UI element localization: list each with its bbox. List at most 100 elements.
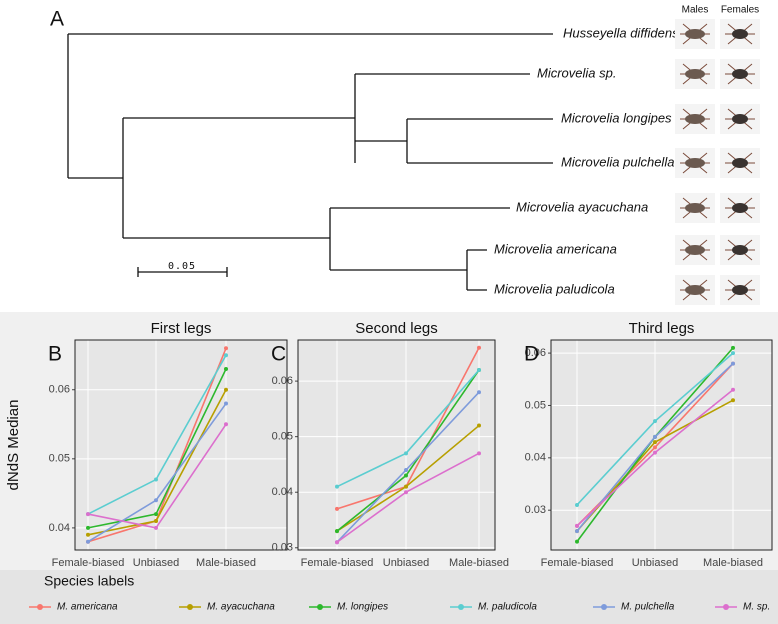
- y-tick-label: 0.05: [525, 399, 546, 411]
- data-point: [154, 477, 158, 482]
- insect-photo: [720, 193, 760, 223]
- insect-body: [685, 245, 705, 255]
- panel-label: A: [50, 8, 64, 31]
- insect-body: [732, 245, 748, 255]
- data-point: [731, 387, 735, 392]
- insect-body: [732, 114, 748, 124]
- plot-area: [75, 340, 287, 550]
- plot-border: [74, 339, 288, 551]
- insect-photo: [675, 19, 715, 49]
- taxon-label: Microvelia longipes: [561, 110, 672, 125]
- data-point: [404, 473, 408, 478]
- legend-key-dot: [187, 604, 193, 610]
- legend-label: M. pulchella: [621, 602, 675, 613]
- data-point: [335, 529, 339, 534]
- chart-title: First legs: [151, 320, 212, 337]
- tree: [67, 33, 553, 291]
- legend-label: M. sp.: [743, 602, 770, 613]
- data-point: [477, 390, 481, 395]
- data-point: [653, 445, 657, 450]
- x-tick-label: Unbiased: [133, 557, 179, 569]
- data-point: [224, 401, 228, 406]
- data-point: [575, 529, 579, 534]
- insect-body: [732, 203, 748, 213]
- y-tick-label: 0.05: [272, 431, 293, 443]
- insect-photo: [720, 104, 760, 134]
- legend-label: M. ayacuchana: [207, 602, 275, 613]
- taxon-label: Microvelia pulchella: [561, 154, 674, 169]
- x-tick-label: Unbiased: [383, 557, 429, 569]
- data-point: [575, 502, 579, 507]
- data-point: [224, 367, 228, 372]
- x-tick-label: Female-biased: [541, 557, 614, 569]
- insect-photo: [720, 19, 760, 49]
- data-point: [731, 351, 735, 356]
- taxon-label: Microvelia sp.: [537, 65, 616, 80]
- y-tick-label: 0.04: [49, 522, 70, 534]
- data-point: [335, 506, 339, 511]
- data-point: [404, 468, 408, 472]
- chart-title: Second legs: [355, 320, 438, 337]
- scale-label: 0.05: [168, 261, 196, 272]
- insect-body: [685, 285, 705, 295]
- data-point: [86, 539, 90, 544]
- insect-body: [685, 158, 705, 168]
- y-axis-label: dNdS Median: [5, 400, 22, 491]
- insect-photo: [720, 275, 760, 305]
- panel-label: B: [48, 343, 62, 366]
- data-point: [224, 346, 228, 351]
- insect-photo: [675, 59, 715, 89]
- legend-key-dot: [37, 604, 43, 610]
- data-point: [653, 440, 657, 445]
- insect-body: [732, 29, 748, 39]
- data-point: [477, 345, 481, 350]
- data-point: [477, 423, 481, 428]
- y-tick-label: 0.06: [272, 375, 293, 387]
- data-point: [477, 368, 481, 372]
- taxon-label: Microvelia paludicola: [494, 281, 615, 296]
- data-point: [154, 525, 158, 530]
- panel-label: C: [271, 343, 286, 366]
- data-point: [224, 387, 228, 392]
- data-point: [154, 498, 158, 503]
- insect-photo: [720, 148, 760, 178]
- data-point: [653, 434, 657, 439]
- insect-photo: [675, 104, 715, 134]
- plot-border: [297, 339, 496, 551]
- y-tick-label: 0.03: [272, 542, 293, 554]
- x-tick-label: Female-biased: [301, 557, 374, 569]
- insect-photo: [675, 193, 715, 223]
- legend-label: M. americana: [57, 602, 118, 613]
- data-point: [86, 525, 90, 530]
- data-point: [575, 523, 579, 528]
- y-tick-label: 0.04: [272, 486, 293, 498]
- x-tick-label: Female-biased: [52, 557, 125, 569]
- plot-area: [298, 340, 495, 550]
- legend-title: Species labels: [44, 573, 134, 589]
- panel-a-bg: [0, 0, 778, 312]
- data-point: [731, 398, 735, 403]
- insect-body: [732, 158, 748, 168]
- insect-body: [685, 29, 705, 39]
- x-tick-label: Male-biased: [703, 557, 763, 569]
- insect-body: [685, 69, 705, 79]
- y-tick-label: 0.04: [525, 452, 546, 464]
- legend-bg: [0, 570, 778, 624]
- panel-label: D: [524, 343, 539, 366]
- data-point: [731, 345, 735, 350]
- insect-body: [685, 203, 705, 213]
- legend-key-dot: [317, 604, 323, 610]
- y-tick-label: 0.06: [525, 347, 546, 359]
- data-point: [404, 490, 408, 495]
- data-point: [224, 353, 228, 358]
- plot-border: [550, 339, 773, 551]
- x-tick-label: Unbiased: [632, 557, 678, 569]
- taxon-label: Microvelia americana: [494, 241, 617, 256]
- data-point: [154, 512, 158, 517]
- data-point: [731, 361, 735, 366]
- legend-key-dot: [601, 604, 607, 610]
- y-tick-label: 0.05: [49, 453, 70, 465]
- legend-key-dot: [458, 604, 464, 610]
- data-point: [653, 450, 657, 455]
